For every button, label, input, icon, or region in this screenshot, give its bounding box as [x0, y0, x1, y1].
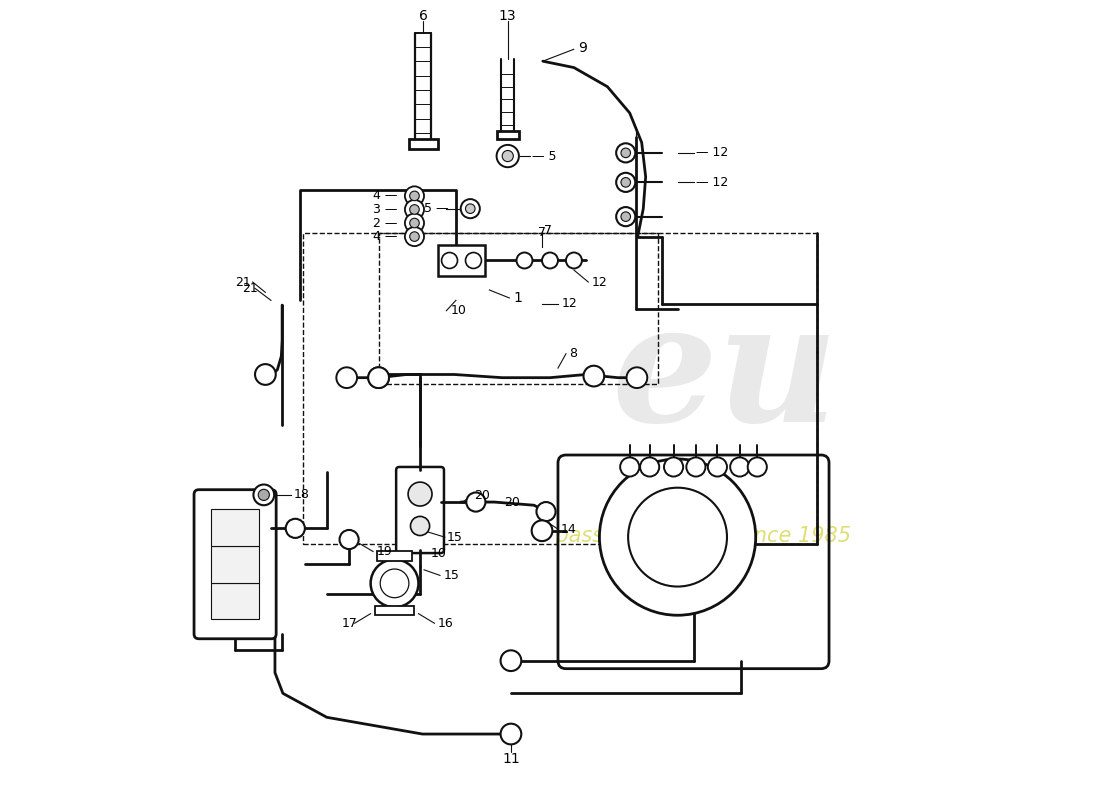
Circle shape [405, 214, 424, 233]
Circle shape [620, 458, 639, 477]
Text: 1: 1 [514, 291, 522, 305]
Bar [496, 130, 519, 138]
Text: 17: 17 [342, 617, 358, 630]
Circle shape [565, 253, 582, 269]
Text: 5 —: 5 — [425, 202, 449, 215]
Circle shape [405, 227, 424, 246]
Circle shape [616, 143, 636, 162]
Text: 9: 9 [578, 41, 586, 54]
Circle shape [465, 253, 482, 269]
Circle shape [664, 458, 683, 477]
Text: 20: 20 [474, 489, 491, 502]
Circle shape [708, 458, 727, 477]
Circle shape [337, 367, 358, 388]
FancyBboxPatch shape [396, 467, 444, 553]
Circle shape [286, 518, 305, 538]
Text: 4 —: 4 — [373, 230, 397, 243]
Circle shape [621, 148, 630, 158]
Text: 14: 14 [561, 522, 576, 536]
Text: a passion for parts since 1985: a passion for parts since 1985 [536, 526, 851, 546]
Bar [377, 551, 412, 561]
FancyBboxPatch shape [211, 546, 258, 582]
Circle shape [408, 482, 432, 506]
Text: 11: 11 [502, 752, 520, 766]
Circle shape [627, 367, 647, 388]
Text: 16: 16 [438, 617, 453, 630]
Text: 7: 7 [538, 226, 546, 239]
Text: 2 —: 2 — [373, 217, 397, 230]
Circle shape [616, 173, 636, 192]
Circle shape [253, 485, 274, 506]
Text: 21: 21 [242, 282, 258, 295]
Circle shape [517, 253, 532, 269]
Circle shape [500, 650, 521, 671]
Circle shape [409, 232, 419, 242]
Circle shape [616, 207, 636, 226]
Circle shape [368, 367, 389, 388]
Circle shape [466, 493, 485, 512]
Circle shape [255, 364, 276, 385]
Text: 6: 6 [419, 9, 428, 22]
Text: 13: 13 [499, 9, 517, 22]
Text: 15: 15 [443, 569, 459, 582]
Circle shape [640, 458, 659, 477]
Circle shape [583, 366, 604, 386]
Circle shape [621, 178, 630, 187]
Circle shape [410, 516, 430, 535]
Circle shape [368, 367, 389, 388]
Text: 7: 7 [544, 224, 552, 237]
Text: — 5: — 5 [532, 150, 557, 162]
Circle shape [371, 559, 418, 607]
Bar [409, 139, 438, 149]
Circle shape [340, 530, 359, 549]
Circle shape [461, 199, 480, 218]
Text: eu: eu [612, 295, 839, 457]
Circle shape [441, 253, 458, 269]
Text: 12: 12 [592, 275, 607, 289]
Circle shape [258, 490, 270, 501]
Text: 18: 18 [294, 488, 310, 502]
Circle shape [542, 253, 558, 269]
Circle shape [496, 145, 519, 167]
Text: 10: 10 [430, 546, 447, 559]
Circle shape [409, 205, 419, 214]
Text: 21: 21 [235, 275, 251, 289]
Circle shape [686, 458, 705, 477]
Text: 19: 19 [376, 545, 392, 558]
Circle shape [405, 200, 424, 219]
FancyBboxPatch shape [194, 490, 276, 638]
Text: 10: 10 [450, 304, 466, 318]
Circle shape [600, 459, 756, 615]
Circle shape [748, 458, 767, 477]
Text: 3 —: 3 — [373, 203, 397, 216]
Text: 20: 20 [504, 495, 519, 509]
Text: 4 —: 4 — [373, 190, 397, 202]
Circle shape [531, 520, 552, 541]
Circle shape [409, 218, 419, 228]
Text: 12: 12 [562, 297, 578, 310]
Text: 15: 15 [447, 530, 462, 544]
Circle shape [730, 458, 749, 477]
FancyBboxPatch shape [211, 582, 258, 619]
FancyBboxPatch shape [211, 510, 258, 546]
Circle shape [621, 212, 630, 222]
Circle shape [409, 191, 419, 201]
Text: — 12: — 12 [696, 146, 728, 159]
Bar [438, 246, 485, 276]
Circle shape [405, 186, 424, 206]
Bar [375, 606, 415, 615]
Circle shape [503, 150, 514, 162]
Circle shape [500, 724, 521, 744]
Text: 8: 8 [569, 347, 578, 360]
Text: — 12: — 12 [696, 176, 728, 189]
Circle shape [465, 204, 475, 214]
Circle shape [537, 502, 556, 521]
